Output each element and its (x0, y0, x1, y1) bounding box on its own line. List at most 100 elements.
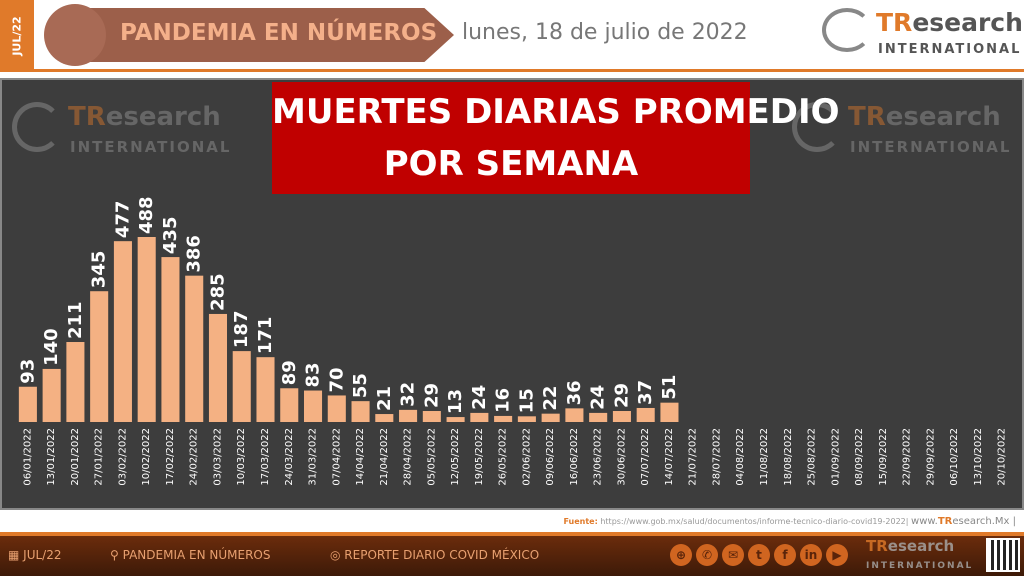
linkedin-icon[interactable]: in (800, 544, 822, 566)
bar (90, 291, 109, 422)
x-tick-label: 28/04/2022 (403, 428, 414, 486)
report-date: lunes, 18 de julio de 2022 (462, 20, 748, 45)
x-tick-label: 26/05/2022 (498, 428, 509, 486)
x-tick-label: 03/03/2022 (212, 428, 223, 486)
bar (113, 241, 132, 422)
x-tick-label: 22/09/2022 (902, 428, 913, 486)
x-tick-label: 25/08/2022 (807, 428, 818, 486)
facebook-icon[interactable]: f (774, 544, 796, 566)
bar (446, 417, 465, 422)
x-tick-label: 24/02/2022 (189, 428, 200, 486)
x-tick-label: 21/04/2022 (379, 428, 390, 486)
x-tick-label: 20/10/2022 (997, 428, 1008, 486)
x-tick-label: 07/04/2022 (331, 428, 342, 486)
x-tick-label: 21/07/2022 (688, 428, 699, 486)
source-line: Fuente: https://www.gob.mx/salud/documen… (0, 512, 1024, 532)
data-label: 70 (326, 367, 347, 392)
email-icon[interactable]: ✉ (722, 544, 744, 566)
x-tick-label: 06/01/2022 (22, 428, 33, 486)
data-label: 51 (659, 375, 680, 400)
month-tag: JUL/22 (0, 0, 34, 72)
x-tick-label: 06/10/2022 (949, 428, 960, 486)
bar (256, 357, 275, 422)
x-tick-label: 04/08/2022 (735, 428, 746, 486)
data-label: 386 (184, 235, 205, 273)
bar (636, 407, 655, 422)
source-label: Fuente: (563, 517, 598, 526)
bar (399, 409, 418, 422)
data-label: 187 (231, 311, 252, 349)
x-tick-label: 03/02/2022 (117, 428, 128, 486)
x-tick-label: 31/03/2022 (308, 428, 319, 486)
banner-title: PANDEMIA EN NÚMEROS (120, 20, 438, 46)
source-url[interactable]: https://www.gob.mx/salud/documentos/info… (600, 517, 909, 526)
bar-chart: 93 06/01/2022 140 13/01/2022 211 20/01/2022 34… (17, 196, 1008, 486)
x-tick-label: 13/10/2022 (973, 428, 984, 486)
bar (208, 313, 228, 422)
month-tag-text: JUL/22 (10, 16, 24, 56)
bar (470, 412, 489, 422)
x-tick-label: 14/04/2022 (355, 428, 366, 486)
site-link[interactable]: www.TResearch.Mx | (911, 516, 1016, 527)
twitter-icon[interactable]: t (748, 544, 770, 566)
x-tick-label: 05/05/2022 (426, 428, 437, 486)
data-label: 13 (445, 389, 466, 414)
x-tick-label: 13/01/2022 (46, 428, 57, 486)
footer-month: ▦ JUL/22 (8, 548, 62, 562)
bar (280, 388, 299, 422)
x-tick-label: 28/07/2022 (711, 428, 722, 486)
x-tick-label: 24/03/2022 (284, 428, 295, 486)
footer: ▦ JUL/22 ⚲ PANDEMIA EN NÚMEROS ◎ REPORTE… (0, 532, 1024, 576)
bar (161, 257, 180, 422)
data-label: 171 (255, 317, 276, 355)
bar (42, 368, 61, 422)
data-label: 15 (516, 388, 537, 413)
data-label: 89 (279, 360, 300, 385)
bar (303, 390, 323, 422)
bar (327, 395, 346, 422)
x-tick-label: 29/09/2022 (925, 428, 936, 486)
data-label: 22 (540, 386, 561, 411)
web-icon[interactable]: ⊕ (670, 544, 692, 566)
tresearch-logo: TResearch INTERNATIONAL (822, 8, 1023, 57)
x-tick-label: 12/05/2022 (450, 428, 461, 486)
bar (232, 351, 251, 422)
x-tick-label: 07/07/2022 (640, 428, 651, 486)
x-tick-label: 08/09/2022 (854, 428, 865, 486)
bar (18, 386, 37, 422)
bar (589, 412, 608, 422)
footer-report: ◎ REPORTE DIARIO COVID MÉXICO (330, 548, 540, 562)
x-tick-label: 19/05/2022 (474, 428, 485, 486)
x-tick-label: 10/03/2022 (236, 428, 247, 486)
header: JUL/22 PANDEMIA EN NÚMEROS lunes, 18 de … (0, 0, 1024, 72)
logo-chart-icon (822, 8, 872, 52)
youtube-icon[interactable]: ▶ (826, 544, 848, 566)
whatsapp-icon[interactable]: ✆ (696, 544, 718, 566)
qr-code[interactable] (986, 538, 1020, 572)
data-label: 211 (65, 301, 86, 339)
data-label: 24 (588, 385, 609, 410)
data-label: 435 (160, 217, 181, 255)
x-tick-label: 20/01/2022 (70, 428, 81, 486)
data-label: 488 (136, 196, 157, 234)
x-tick-label: 10/02/2022 (141, 428, 152, 486)
data-label: 37 (635, 380, 656, 405)
bar (66, 342, 85, 422)
footer-logo: TResearch INTERNATIONAL (866, 537, 974, 572)
data-label: 285 (207, 273, 228, 311)
x-tick-label: 23/06/2022 (593, 428, 604, 486)
bar (375, 414, 394, 422)
bar (137, 237, 156, 422)
data-label: 140 (41, 328, 62, 366)
chart-title-line2: POR SEMANA (383, 144, 639, 184)
data-label: 55 (350, 373, 371, 398)
chart-title: MUERTES DIARIAS PROMEDIO POR SEMANA (272, 82, 840, 194)
data-label: 24 (469, 385, 490, 410)
data-label: 32 (398, 382, 419, 407)
data-label: 29 (421, 383, 442, 408)
x-tick-label: 17/02/2022 (165, 428, 176, 486)
bar (422, 411, 441, 422)
data-label: 16 (493, 388, 514, 413)
data-label: 93 (17, 359, 38, 384)
data-label: 21 (374, 386, 395, 411)
